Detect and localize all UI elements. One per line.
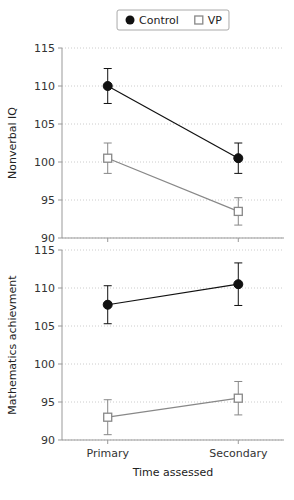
y-tick [58, 48, 62, 49]
plot-area [103, 263, 243, 435]
grid-line [62, 86, 284, 87]
y-tick [58, 200, 62, 201]
point [104, 413, 112, 421]
y-tick [58, 124, 62, 125]
error-bar [104, 69, 112, 104]
grid-line [62, 402, 284, 403]
x-tick [107, 238, 108, 242]
y-tick [58, 288, 62, 289]
x-tick-label: Secondary [209, 447, 268, 460]
x-axis [62, 238, 284, 239]
y-tick [58, 440, 62, 441]
y-tick-label: 110 [34, 282, 55, 295]
x-axis-label: Time assessed [132, 466, 214, 479]
grid-line [62, 326, 284, 327]
error-bar [234, 143, 242, 173]
series-line [108, 86, 239, 158]
x-tick [107, 440, 108, 444]
y-axis [62, 48, 63, 238]
error-bar [234, 381, 242, 414]
series-line [108, 398, 239, 417]
error-bar [104, 400, 112, 435]
point [104, 154, 112, 162]
grid-line [62, 162, 284, 163]
y-tick [58, 250, 62, 251]
y-tick [58, 238, 62, 239]
point [234, 280, 243, 289]
legend-marker [126, 16, 135, 25]
x-axis [62, 440, 284, 441]
chart: 90 95 100 105 110 115 Nonverbal IQ 90 95 100 105 11… [0, 0, 294, 500]
panel: 9095100105110115Nonverbal IQ [6, 42, 284, 245]
point [234, 207, 242, 215]
plot-area [103, 69, 243, 226]
legend-label: Control [139, 14, 179, 27]
y-tick-label: 105 [34, 320, 55, 333]
point [103, 82, 112, 91]
y-tick [58, 402, 62, 403]
series-line [108, 158, 239, 211]
y-tick-label: 90 [41, 434, 55, 447]
grid-line [62, 124, 284, 125]
y-tick-label: 115 [34, 42, 55, 55]
point [234, 394, 242, 402]
point [234, 154, 243, 163]
grid-line [62, 288, 284, 289]
y-axis-label: Mathematics achievment [6, 275, 19, 415]
y-tick-label: 100 [34, 156, 55, 169]
error-bar [104, 286, 112, 324]
y-tick-label: 115 [34, 244, 55, 257]
legend-label: VP [208, 14, 223, 27]
y-tick-label: 100 [34, 358, 55, 371]
grid-line [62, 364, 284, 365]
y-tick-label: 105 [34, 118, 55, 131]
grid-line [62, 440, 284, 441]
grid-line [62, 238, 284, 239]
legend-marker [195, 16, 203, 24]
y-axis-label: Nonverbal IQ [6, 107, 19, 179]
y-tick-label: 95 [41, 396, 55, 409]
y-tick-label: 95 [41, 194, 55, 207]
y-tick [58, 162, 62, 163]
error-bar [234, 263, 242, 306]
x-tick-label: Primary [86, 447, 129, 460]
x-tick [238, 238, 239, 242]
y-tick [58, 86, 62, 87]
legend-frame [117, 10, 229, 30]
legend: Control VP [117, 10, 229, 30]
grid-line [62, 200, 284, 201]
panel: 90 95 100 105 110 115 Primary Secondary Time ass… [6, 244, 284, 479]
y-tick [58, 326, 62, 327]
series-line [108, 284, 239, 305]
y-tick-label: 110 [34, 80, 55, 93]
point [103, 300, 112, 309]
y-tick [58, 364, 62, 365]
error-bar [234, 198, 242, 225]
grid-line [62, 48, 284, 49]
error-bar [104, 143, 112, 173]
grid-line [62, 250, 284, 251]
y-axis [62, 250, 63, 440]
x-tick [238, 440, 239, 444]
